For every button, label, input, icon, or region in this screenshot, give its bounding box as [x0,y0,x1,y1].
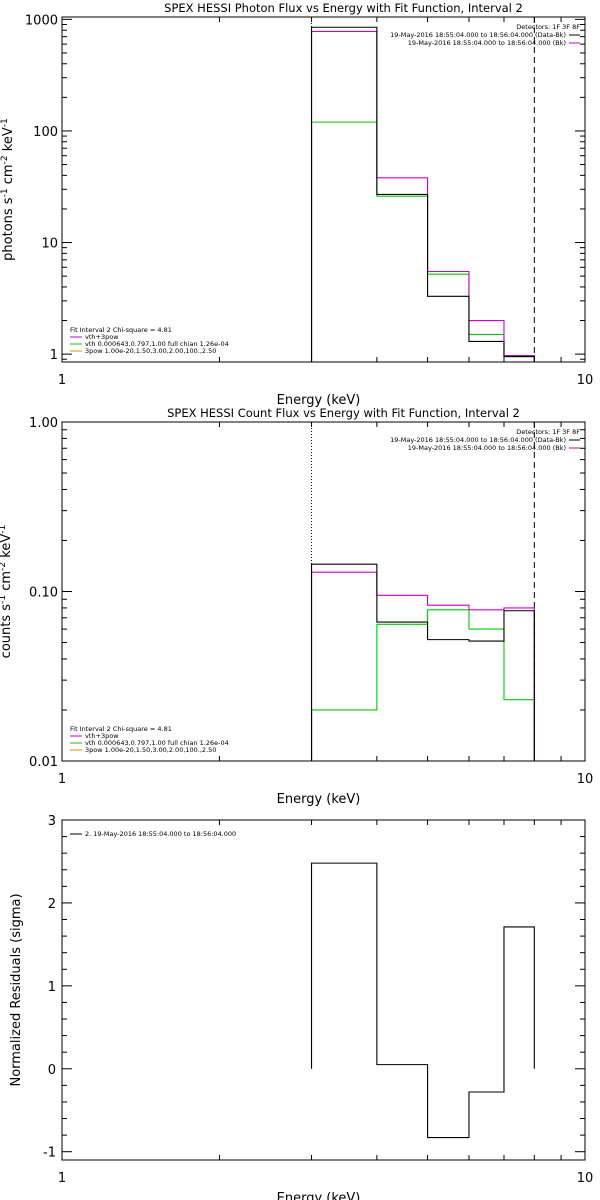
y-tick-label: 100 [33,125,58,140]
y-tick-label: 1 [50,348,58,363]
series-vth-3pow [310,571,535,761]
series-2-19-may-2016-18-55-04-0 [310,862,535,1139]
legend-entry-label: 19-May-2016 18:55:04.000 to 18:56:04.000… [408,39,566,47]
y-tick-label: -1 [43,1146,56,1161]
chart-title: SPEX HESSI Count Flux vs Energy with Fit… [167,406,520,420]
axes-frame [61,819,586,1161]
legend-detectors: Detectors: 1F 3F 8F [516,428,580,436]
legend-entry-label: 3pow 1.00e-20,1.50,3.00,2.00,100.,2.50 [85,746,216,754]
x-tick-label: 1 [58,373,66,388]
series-vth-3pow [310,30,535,362]
x-axis-label: Energy (keV) [277,1191,361,1200]
chart-title: SPEX HESSI Photon Flux vs Energy with Fi… [164,1,523,15]
legend-entry-label: vth 0.000643,0.797,1.00 full chian 1.26e… [85,739,229,747]
plot-area [310,17,535,362]
y-tick-label: 0.01 [29,755,58,770]
axes-frame [61,16,586,363]
y-axis-label: Normalized Residuals (sigma) [9,893,24,1086]
y-tick-label: 2 [48,897,56,912]
legend-fit-header: Fit Interval 2 Chi-square = 4.81 [70,725,172,733]
y-tick-label: 1000 [25,13,58,28]
legend-entry-label: 19-May-2016 18:55:04.000 to 18:56:04.000… [408,444,566,452]
legend-entry-label: vth 0.000643,0.797,1.00 full chian 1.26e… [85,340,229,348]
x-tick-label: 1 [58,772,66,787]
x-tick-label: 10 [577,772,594,787]
legend-detectors: Detectors: 1F 3F 8F [516,23,580,31]
x-tick-label: 10 [577,373,594,388]
y-tick-label: 10 [41,237,58,252]
legend-entry-label: vth+3pow [85,333,119,341]
x-axis-label: Energy (keV) [277,792,361,807]
legend-entry-label: 19-May-2016 18:55:04.000 to 18:56:04.000… [390,31,566,39]
chart-panel-2: 1 10 0.01 0.10 1.00 SPEX HESSI Count Flux vs … [0,406,593,807]
legend-fit-header: Fit Interval 2 Chi-square = 4.81 [70,326,172,334]
chart-panel-1: 1 10 1 10 100 1000 SPEX HESSI Photon Flux vs E… [0,1,593,408]
y-axis-label: photons s-1 cm-2 keV-1 [0,118,16,261]
legend-entry-label: 3pow 1.00e-20,1.50,3.00,2.00,100.,2.50 [85,347,216,355]
y-tick-label: 1 [48,980,56,995]
plot-area [310,422,535,761]
chart-panel-3: 1 10 -1 0 1 2 3 Energy (keV) Normalized Residual… [9,814,593,1200]
y-tick-label: 0.10 [29,586,58,601]
plot-area [310,862,535,1139]
legend-entry-label: vth+3pow [85,732,119,740]
y-tick-label: 0 [48,1063,56,1078]
y-tick-label: 3 [48,814,56,829]
series-data [310,26,535,362]
x-axis-label: Energy (keV) [277,393,361,408]
y-axis-label: counts s-1 cm-2 keV-1 [0,525,14,659]
series-vth [310,121,535,362]
x-tick-label: 10 [577,1171,594,1186]
y-tick-label: 1.00 [29,416,58,431]
series-data [310,563,535,761]
x-tick-label: 1 [58,1171,66,1186]
series-vth [310,609,535,761]
legend-entry-label: 2. 19-May-2016 18:55:04.000 to 18:56:04.… [85,830,236,838]
legend-entry-label: 19-May-2016 18:55:04.000 to 18:56:04.000… [390,436,566,444]
